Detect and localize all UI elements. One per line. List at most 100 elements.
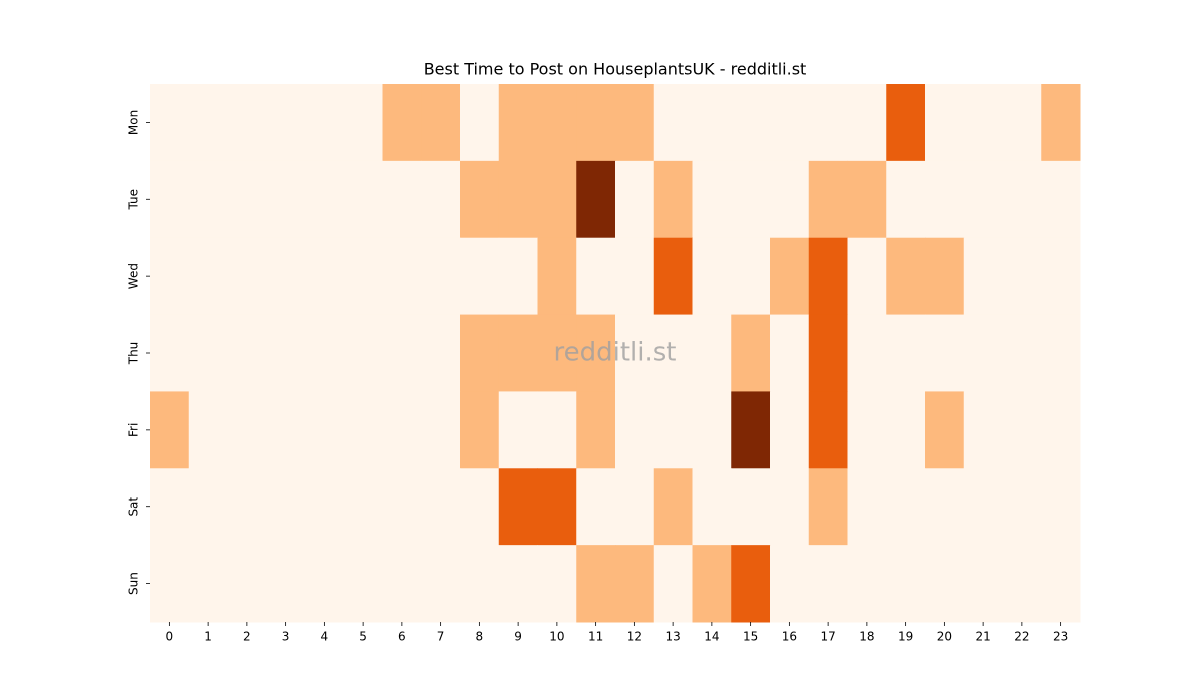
heat-cell bbox=[731, 391, 771, 469]
heat-cell bbox=[460, 160, 500, 239]
heat-cell bbox=[925, 468, 965, 546]
heat-cell bbox=[305, 468, 345, 546]
heat-cell bbox=[731, 84, 771, 162]
heat-cell bbox=[1041, 237, 1081, 316]
heat-cell bbox=[421, 314, 461, 392]
heat-cell bbox=[1002, 160, 1042, 239]
heat-cell bbox=[266, 314, 306, 392]
heat-cell bbox=[1002, 545, 1042, 623]
heat-cell bbox=[731, 237, 771, 316]
heat-cell bbox=[770, 545, 810, 623]
heat-cell bbox=[266, 545, 306, 623]
heat-cell bbox=[1002, 468, 1042, 546]
y-tick-label: Sun bbox=[127, 572, 141, 595]
heat-cell bbox=[963, 84, 1003, 162]
heat-cell bbox=[576, 314, 616, 392]
heat-cell bbox=[498, 545, 538, 623]
y-tick-label: Mon bbox=[127, 110, 141, 135]
heat-cell bbox=[188, 314, 228, 392]
heat-cell bbox=[963, 314, 1003, 392]
heat-cell bbox=[150, 468, 190, 546]
heat-cell bbox=[343, 468, 383, 546]
heat-cell bbox=[615, 468, 655, 546]
heat-cell bbox=[576, 545, 616, 623]
y-tick-label: Thu bbox=[127, 342, 141, 366]
heat-cell bbox=[382, 391, 422, 469]
watermark: redditli.st bbox=[554, 338, 677, 368]
heat-cell bbox=[886, 84, 926, 162]
heat-cell bbox=[808, 545, 848, 623]
heat-cell bbox=[886, 545, 926, 623]
heat-cell bbox=[847, 84, 887, 162]
x-tick-label: 21 bbox=[975, 630, 990, 644]
x-tick-label: 18 bbox=[859, 630, 874, 644]
heat-cell bbox=[1041, 468, 1081, 546]
heat-cell bbox=[266, 237, 306, 316]
heat-cell bbox=[1041, 160, 1081, 239]
heat-cell bbox=[498, 237, 538, 316]
x-tick-label: 11 bbox=[588, 630, 603, 644]
heat-cell bbox=[227, 160, 267, 239]
heat-cell bbox=[770, 160, 810, 239]
heat-cell bbox=[421, 468, 461, 546]
heat-cell bbox=[305, 545, 345, 623]
x-tick-label: 3 bbox=[282, 630, 290, 644]
heat-cell bbox=[925, 84, 965, 162]
heat-cell bbox=[576, 160, 616, 239]
x-tick-label: 0 bbox=[166, 630, 174, 644]
x-tick-label: 1 bbox=[204, 630, 212, 644]
heat-cell bbox=[343, 237, 383, 316]
heat-cell bbox=[847, 160, 887, 239]
heat-cell bbox=[498, 314, 538, 392]
heat-cell bbox=[847, 391, 887, 469]
x-tick-label: 16 bbox=[782, 630, 797, 644]
x-tick-label: 5 bbox=[359, 630, 367, 644]
heat-cell bbox=[498, 160, 538, 239]
heat-cell bbox=[925, 237, 965, 316]
y-tick-label: Fri bbox=[127, 423, 141, 437]
heat-cell bbox=[227, 237, 267, 316]
y-tick-label: Tue bbox=[127, 189, 141, 211]
heat-cell bbox=[537, 391, 577, 469]
x-tick-label: 22 bbox=[1014, 630, 1029, 644]
heat-cell bbox=[343, 160, 383, 239]
heat-cell bbox=[1041, 84, 1081, 162]
heat-cell bbox=[421, 84, 461, 162]
heat-cell bbox=[537, 468, 577, 546]
heat-cell bbox=[963, 468, 1003, 546]
heat-cell bbox=[460, 237, 500, 316]
heat-cell bbox=[266, 468, 306, 546]
heat-cell bbox=[305, 391, 345, 469]
heat-cell bbox=[382, 314, 422, 392]
heat-cell bbox=[692, 237, 732, 316]
heat-cell bbox=[963, 160, 1003, 239]
x-tick-label: 19 bbox=[898, 630, 913, 644]
heat-cell bbox=[770, 237, 810, 316]
y-tick-label: Wed bbox=[127, 263, 141, 289]
x-tick-label: 10 bbox=[549, 630, 564, 644]
heat-cell bbox=[770, 314, 810, 392]
heat-cell bbox=[886, 314, 926, 392]
heat-cell bbox=[808, 160, 848, 239]
heat-cell bbox=[305, 160, 345, 239]
heat-cell bbox=[615, 160, 655, 239]
x-tick-label: 12 bbox=[627, 630, 642, 644]
x-tick-label: 6 bbox=[398, 630, 406, 644]
x-tick-label: 14 bbox=[704, 630, 719, 644]
heat-cell bbox=[343, 545, 383, 623]
heat-cell bbox=[770, 468, 810, 546]
heat-cell bbox=[227, 391, 267, 469]
heat-cell bbox=[421, 391, 461, 469]
heat-cell bbox=[576, 237, 616, 316]
heat-cell bbox=[692, 84, 732, 162]
x-tick-label: 4 bbox=[321, 630, 329, 644]
heat-cell bbox=[886, 391, 926, 469]
heat-cell bbox=[615, 237, 655, 316]
heat-cell bbox=[227, 84, 267, 162]
heat-cell bbox=[266, 84, 306, 162]
heat-cell bbox=[653, 468, 693, 546]
heat-cell bbox=[576, 391, 616, 469]
heat-cell bbox=[150, 391, 190, 469]
heat-cell bbox=[770, 391, 810, 469]
